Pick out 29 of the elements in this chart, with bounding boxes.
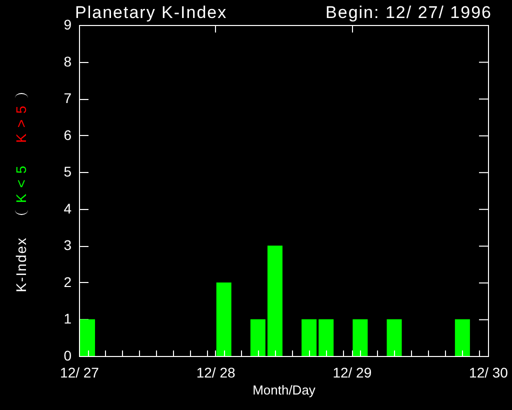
x-tick-label: 12/ 30 (469, 364, 508, 380)
bar (352, 319, 368, 356)
y-tick-label: 3 (64, 237, 72, 254)
y-tick-label: 5 (64, 164, 72, 180)
bar (386, 319, 402, 356)
chart-title: Planetary K-Index (75, 3, 228, 22)
y-tick-label: 8 (64, 53, 72, 70)
legend-label: K > 5 (12, 104, 30, 142)
bar (454, 319, 470, 356)
x-axis-title: Month/Day (252, 382, 316, 398)
y-tick-label: 2 (64, 274, 72, 290)
x-tick-label: 12/ 29 (332, 364, 372, 380)
y-axis-title: K-Index (12, 236, 30, 292)
bar (216, 282, 232, 356)
bar (318, 319, 334, 356)
bar (302, 319, 317, 356)
x-tick-label: 12/ 27 (60, 364, 100, 380)
y-tick-label: 0 (64, 348, 72, 364)
y-tick-label: 4 (64, 200, 72, 216)
y-tick-label: 9 (64, 16, 72, 32)
y-tick-label: 7 (64, 90, 72, 106)
bar (250, 319, 266, 356)
y-tick-label: 6 (64, 126, 72, 143)
x-tick-label: 12/ 28 (196, 364, 236, 380)
chart-subtitle: Begin: 12/ 27/ 1996 (326, 3, 492, 22)
y-tick-label: 1 (64, 310, 72, 327)
bar (267, 246, 282, 356)
text: K < 5 (12, 164, 30, 202)
bar (80, 319, 96, 356)
